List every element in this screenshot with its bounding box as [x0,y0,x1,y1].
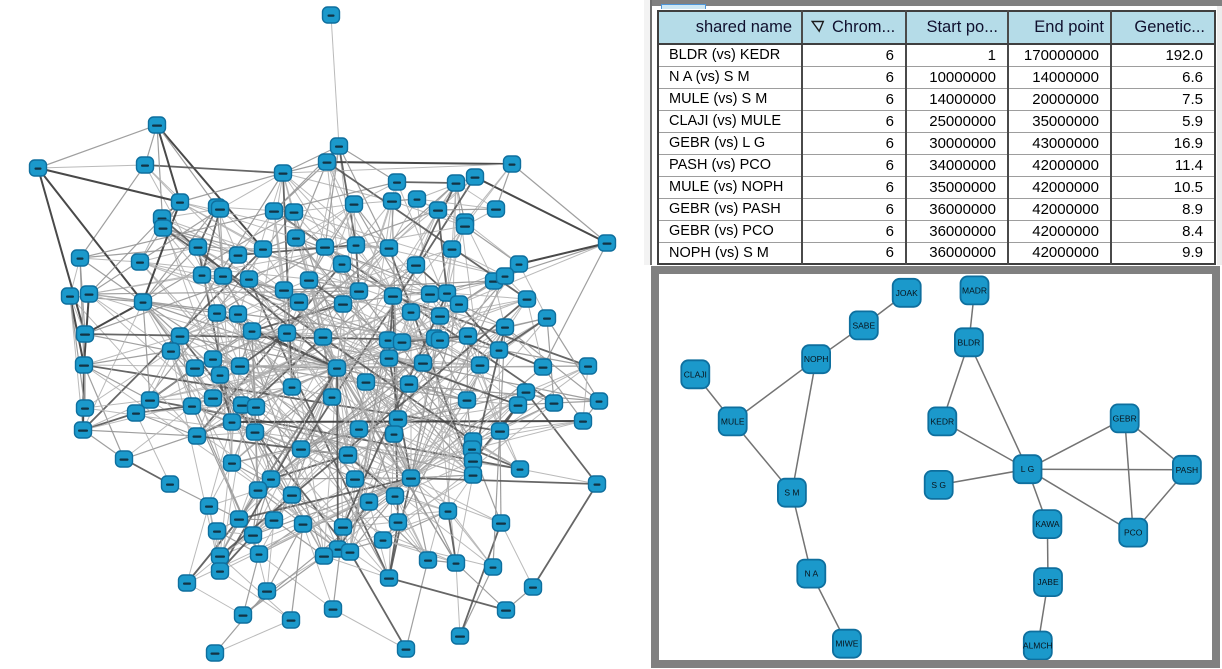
svg-text:PCO: PCO [1124,528,1143,538]
svg-text:ALMCH: ALMCH [1023,641,1053,651]
svg-text:S G: S G [931,480,946,490]
svg-text:GEBR: GEBR [1113,413,1137,423]
svg-text:PASH: PASH [1176,465,1199,475]
svg-text:JOAK: JOAK [896,288,919,298]
svg-text:KAWA: KAWA [1035,519,1060,529]
svg-text:MULE: MULE [721,416,745,426]
svg-text:N A: N A [804,569,818,579]
svg-text:NOPH: NOPH [804,354,829,364]
svg-text:MIWE: MIWE [835,639,858,649]
svg-text:S M: S M [784,488,799,498]
svg-text:BLDR: BLDR [958,337,981,347]
svg-text:JABE: JABE [1037,577,1059,587]
svg-text:L G: L G [1021,464,1034,474]
svg-text:KEDR: KEDR [930,416,954,426]
svg-text:MADR: MADR [962,285,987,295]
svg-text:CLAJI: CLAJI [684,369,707,379]
svg-text:SABE: SABE [852,320,875,330]
